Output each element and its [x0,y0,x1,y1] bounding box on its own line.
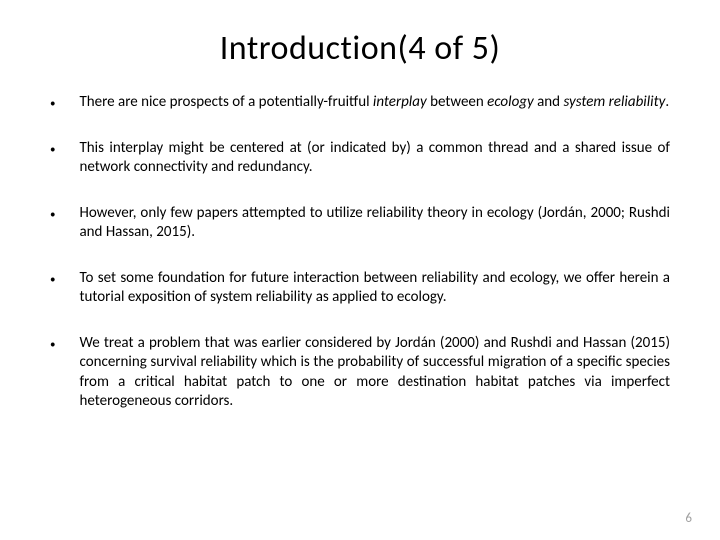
bullet-text: This interplay might be centered at (or … [79,139,670,178]
bullet-marker-icon: • [50,208,55,221]
bullet-text: There are nice prospects of a potentiall… [79,93,670,113]
page-number: 6 [685,511,692,526]
bullet-item: • However, only few papers attempted to u… [50,204,670,243]
bullet-text: However, only few papers attempted to ut… [79,204,670,243]
slide-container: Introduction(4 of 5) • There are nice pro… [0,0,720,540]
bullet-text: To set some foundation for future intera… [79,269,670,308]
slide-title: Introduction(4 of 5) [50,28,670,69]
bullet-item: • We treat a problem that was earlier con… [50,334,670,412]
bullet-marker-icon: • [50,273,55,286]
bullet-list: • There are nice prospects of a potential… [50,93,670,412]
bullet-item: • To set some foundation for future inter… [50,269,670,308]
bullet-text: We treat a problem that was earlier cons… [79,334,670,412]
bullet-marker-icon: • [50,143,55,156]
bullet-marker-icon: • [50,338,55,351]
bullet-item: • This interplay might be centered at (or… [50,139,670,178]
bullet-marker-icon: • [50,97,55,110]
bullet-item: • There are nice prospects of a potential… [50,93,670,113]
